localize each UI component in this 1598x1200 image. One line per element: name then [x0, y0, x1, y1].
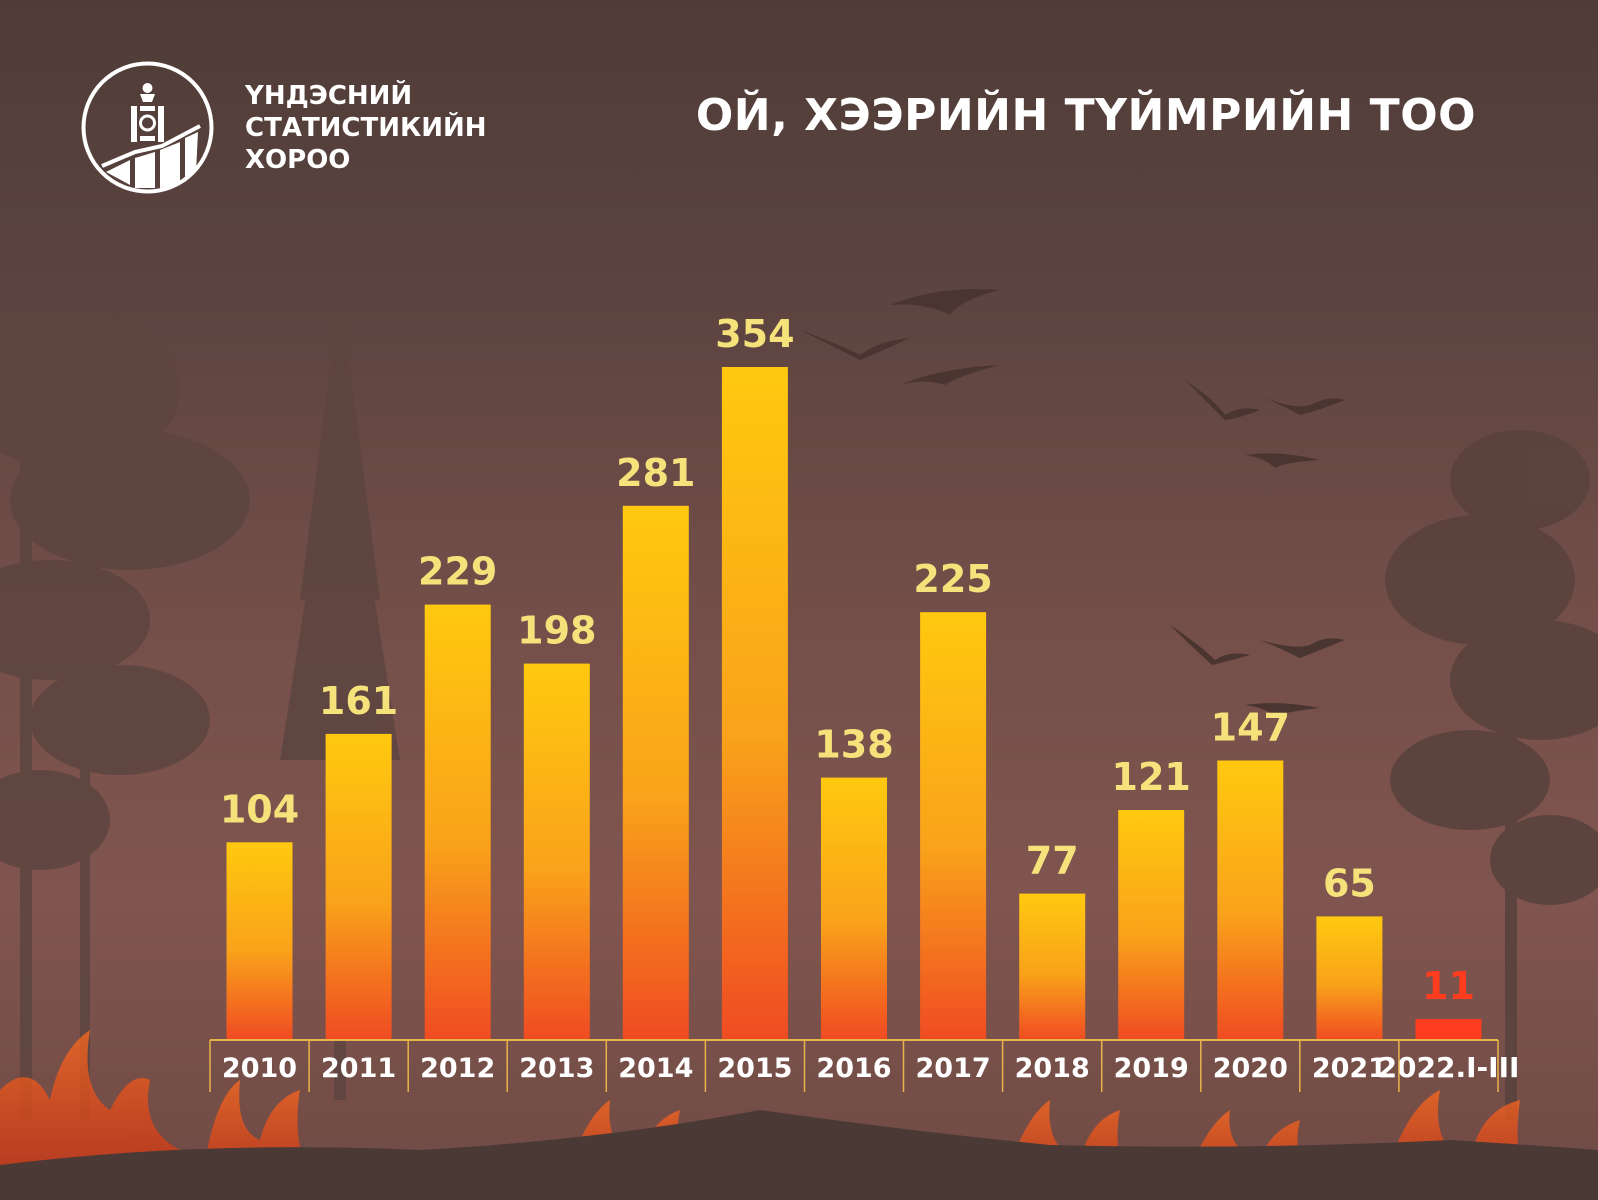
x-tick-label-2014: 2014 [618, 1053, 693, 1084]
logo-block: ҮНДЭСНИЙ СТАТИСТИКИЙН ХОРОО [80, 60, 487, 195]
value-label-2017: 225 [913, 557, 992, 601]
value-label-2022.I-III: 11 [1422, 964, 1475, 1008]
x-tick-label-2020: 2020 [1213, 1053, 1288, 1084]
value-label-2013: 198 [517, 609, 596, 653]
x-tick-label-2010: 2010 [222, 1053, 297, 1084]
value-label-2021: 65 [1323, 861, 1376, 905]
org-name-line2: СТАТИСТИКИЙН [245, 112, 487, 143]
bar-2011 [325, 733, 392, 1040]
bar-2015 [721, 367, 788, 1040]
value-label-2020: 147 [1211, 706, 1290, 750]
x-tick-label-2017: 2017 [916, 1053, 991, 1084]
value-label-2015: 354 [715, 312, 794, 356]
org-name-line1: ҮНДЭСНИЙ [245, 80, 413, 111]
x-tick-label-2016: 2016 [816, 1053, 891, 1084]
x-tick-label-2015: 2015 [717, 1053, 792, 1084]
ground [0, 1110, 1598, 1200]
nso-logo-icon [81, 61, 214, 194]
x-tick-label-2011: 2011 [321, 1053, 396, 1084]
bar-2012 [424, 604, 491, 1040]
bars-group [226, 367, 1482, 1040]
birds [800, 289, 1345, 716]
value-labels-group: 104 161 229 198 281 354 138 225 77 121 147 65 11 [220, 312, 1475, 1008]
bar-2016 [821, 777, 887, 1040]
x-tick-label-2013: 2013 [519, 1053, 594, 1084]
bar-2020 [1217, 760, 1284, 1040]
bar-2022.I-III [1415, 1019, 1482, 1040]
x-axis: 2010 2011 2012 2013 2014 2015 2016 2017 2018 2019… [209, 1039, 1520, 1092]
value-label-2016: 138 [814, 723, 893, 767]
x-tick-label-2012: 2012 [420, 1053, 495, 1084]
bar-2010 [226, 842, 293, 1040]
org-name: ҮНДЭСНИЙ СТАТИСТИКИЙН ХОРОО [245, 80, 487, 176]
value-label-2012: 229 [418, 550, 497, 594]
bar-2019 [1118, 810, 1185, 1040]
x-tick-label-2022.I-III: 2022.I-III [1378, 1051, 1520, 1084]
x-tick-label-2018: 2018 [1015, 1053, 1090, 1084]
value-label-2019: 121 [1112, 755, 1191, 799]
bar-2013 [523, 663, 590, 1040]
org-name-line3: ХОРОО [245, 144, 351, 175]
value-label-2018: 77 [1026, 839, 1079, 883]
bar-2018 [1019, 893, 1086, 1040]
value-label-2014: 281 [616, 451, 695, 495]
value-label-2010: 104 [220, 787, 299, 831]
x-tick-label-2021: 2021 [1312, 1053, 1387, 1084]
bar-2017 [920, 612, 987, 1040]
x-tick-label-2019: 2019 [1114, 1053, 1189, 1084]
bar-2021 [1316, 916, 1383, 1040]
bar-2014 [622, 505, 689, 1040]
chart-title: ОЙ, ХЭЭРИЙН ТҮЙМРИЙН ТОО [695, 90, 1476, 141]
value-label-2011: 161 [319, 679, 398, 723]
